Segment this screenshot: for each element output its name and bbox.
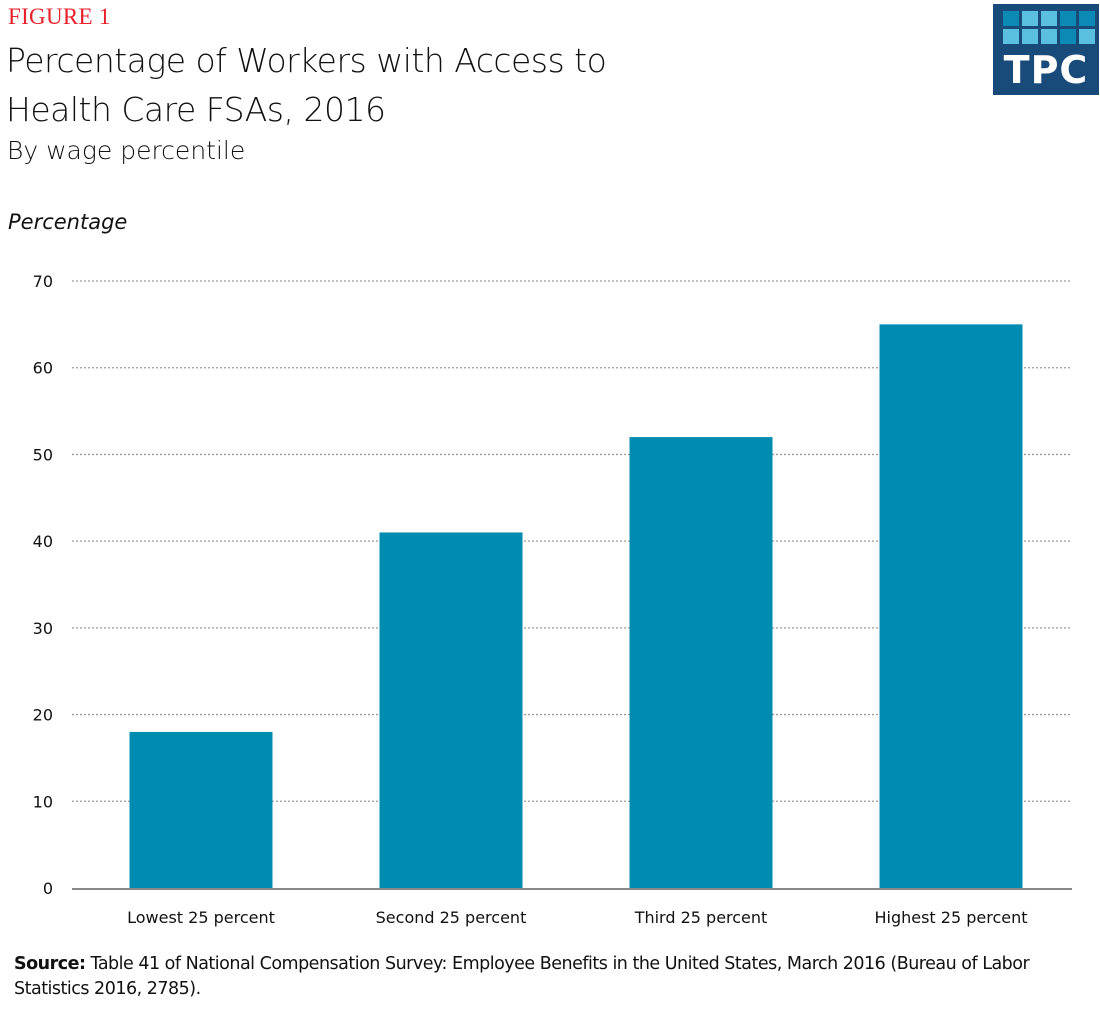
bars bbox=[129, 324, 1023, 888]
bar bbox=[629, 437, 773, 888]
y-tick-label: 60 bbox=[33, 359, 53, 378]
y-tick-label: 50 bbox=[33, 445, 53, 464]
logo-square bbox=[1003, 11, 1019, 26]
figure-label: FIGURE 1 bbox=[8, 4, 111, 29]
x-tick-label: Third 25 percent bbox=[634, 908, 768, 927]
y-tick-label: 70 bbox=[33, 272, 53, 291]
source-label: Source: bbox=[14, 954, 86, 974]
y-axis-label: Percentage bbox=[8, 210, 128, 234]
logo-square bbox=[1041, 29, 1057, 44]
source-note: Source: Table 41 of National Compensatio… bbox=[14, 952, 1094, 1002]
y-tick-label: 40 bbox=[33, 532, 53, 551]
logo-square bbox=[1079, 11, 1095, 26]
logo-square bbox=[1022, 11, 1038, 26]
x-tick-label: Lowest 25 percent bbox=[127, 908, 275, 927]
logo-square bbox=[1022, 29, 1038, 44]
y-tick-label: 0 bbox=[43, 879, 53, 898]
logo-square bbox=[1079, 29, 1095, 44]
chart-title: Percentage of Workers with Access to Hea… bbox=[6, 41, 607, 129]
x-tick-labels: Lowest 25 percent Second 25 percent Third … bbox=[127, 908, 1027, 927]
bar bbox=[129, 731, 273, 888]
tpc-logo: TPC bbox=[993, 4, 1099, 95]
x-tick-label: Second 25 percent bbox=[376, 908, 527, 927]
x-tick-label: Highest 25 percent bbox=[874, 908, 1027, 927]
chart-subtitle: By wage percentile bbox=[7, 136, 246, 165]
y-tick-label: 10 bbox=[33, 792, 53, 811]
logo-square bbox=[1060, 11, 1076, 26]
logo-square bbox=[1060, 29, 1076, 44]
logo-squares-icon bbox=[1003, 11, 1095, 44]
source-text: Table 41 of National Compensation Survey… bbox=[14, 954, 1030, 999]
y-tick-labels: 0 10 20 30 40 50 60 70 bbox=[33, 272, 53, 898]
y-tick-label: 20 bbox=[33, 706, 53, 725]
logo-square bbox=[1003, 29, 1019, 44]
logo-square bbox=[1041, 11, 1057, 26]
bar bbox=[379, 532, 523, 888]
y-tick-label: 30 bbox=[33, 619, 53, 638]
bar bbox=[879, 324, 1023, 888]
bar-chart: 0 10 20 30 40 50 60 70 Lowest 25 percent Second … bbox=[33, 272, 1072, 927]
logo-text: TPC bbox=[1003, 48, 1089, 92]
